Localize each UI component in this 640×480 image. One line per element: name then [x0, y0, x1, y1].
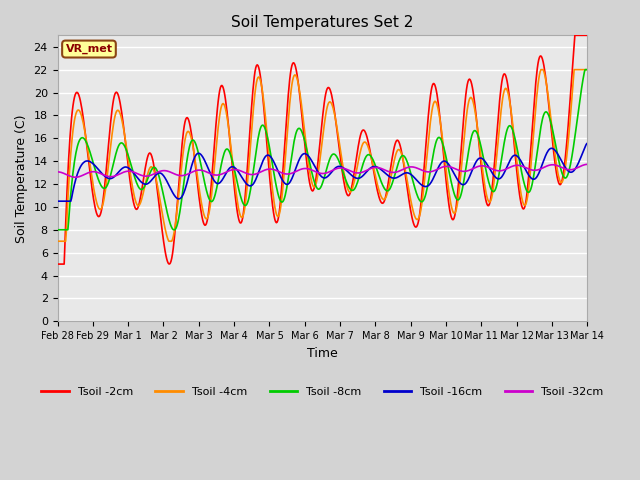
- Title: Soil Temperatures Set 2: Soil Temperatures Set 2: [231, 15, 413, 30]
- Text: VR_met: VR_met: [65, 44, 113, 54]
- Y-axis label: Soil Temperature (C): Soil Temperature (C): [15, 114, 28, 242]
- Legend: Tsoil -2cm, Tsoil -4cm, Tsoil -8cm, Tsoil -16cm, Tsoil -32cm: Tsoil -2cm, Tsoil -4cm, Tsoil -8cm, Tsoi…: [37, 383, 608, 401]
- X-axis label: Time: Time: [307, 347, 338, 360]
